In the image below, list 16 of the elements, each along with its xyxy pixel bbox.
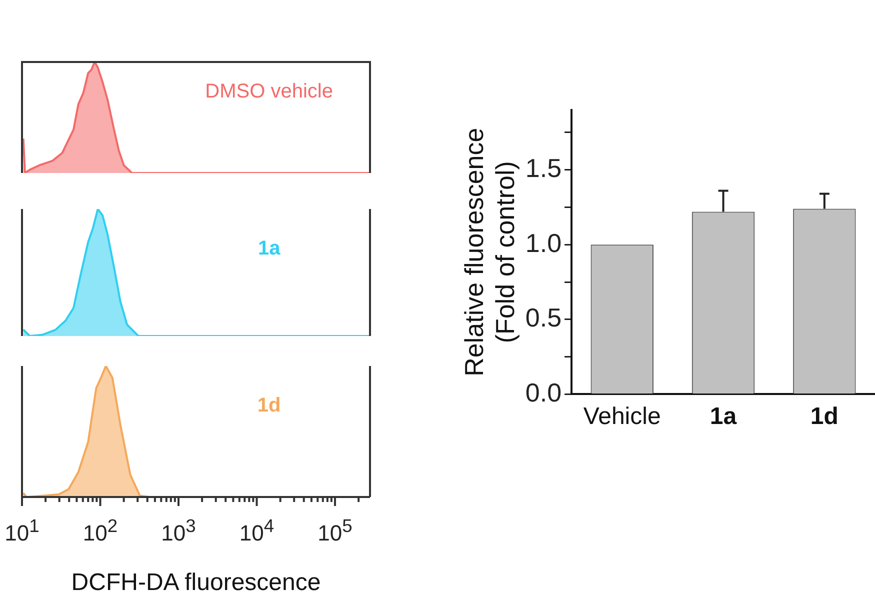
text: DMSO vehicle xyxy=(205,80,333,103)
x-tick-label: 10$^{4}$ xyxy=(239,515,274,546)
x-tick-label: 1a xyxy=(710,403,738,430)
x-tick-label: 10$^{5}$ xyxy=(318,515,352,546)
x-tick-label: Vehicle xyxy=(583,403,661,430)
y-tick-label: 0.5 xyxy=(525,302,562,333)
x-axis-title: DCFH-DA fluorescence xyxy=(71,569,321,596)
x-tick-label: 10$^{1}$ xyxy=(4,515,40,546)
x-tick-label: 10$^{2}$ xyxy=(82,515,118,546)
y-tick-label: 1.5 xyxy=(525,153,562,184)
text: 1a xyxy=(258,238,282,260)
y-tick-label: 0.0 xyxy=(525,377,562,408)
x-tick-label: 10$^{3}$ xyxy=(161,515,196,546)
y-axis-title: Relative fluorescence (Fold of control) xyxy=(458,128,520,376)
x-tick-label: 1d xyxy=(810,403,838,430)
y-tick-label: 1.0 xyxy=(525,228,562,258)
